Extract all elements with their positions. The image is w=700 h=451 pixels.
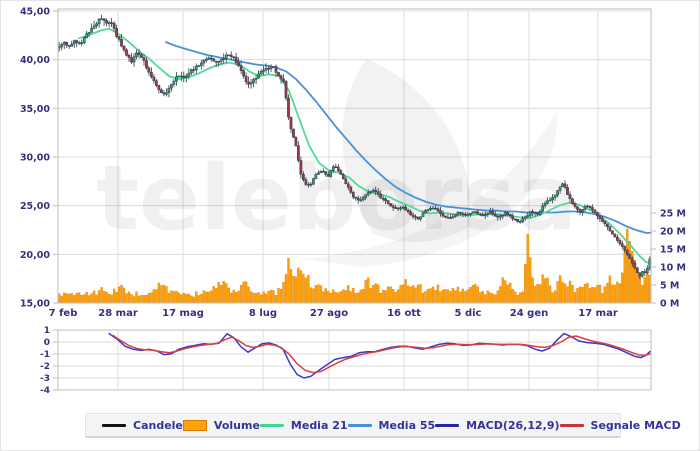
svg-text:16 ott: 16 ott bbox=[387, 308, 421, 319]
svg-text:24 gen: 24 gen bbox=[510, 308, 548, 319]
legend-item-media55: Media 55 bbox=[347, 418, 436, 432]
svg-text:10 M: 10 M bbox=[660, 263, 686, 274]
price-volume-macd-chart[interactable]: teleborsa 45,00 40,00 35,00 30,00 25,00 20,00 1… bbox=[1, 1, 700, 403]
svg-text:20 M: 20 M bbox=[660, 227, 686, 238]
svg-text:1: 1 bbox=[44, 326, 50, 336]
svg-text:teleborsa: teleborsa bbox=[96, 146, 577, 251]
candles bbox=[57, 14, 652, 279]
legend: Candele Volume Media 21 Media 55 MACD(26… bbox=[85, 413, 681, 438]
svg-text:17 mag: 17 mag bbox=[162, 308, 204, 319]
svg-text:25 M: 25 M bbox=[660, 209, 686, 220]
svg-text:-4: -4 bbox=[40, 386, 50, 396]
svg-text:-2: -2 bbox=[40, 362, 50, 372]
legend-label-media55: Media 55 bbox=[378, 418, 436, 432]
svg-text:25,00: 25,00 bbox=[20, 201, 50, 212]
svg-text:-1: -1 bbox=[40, 350, 50, 360]
legend-item-volume: Volume bbox=[182, 418, 260, 432]
media21-line-swatch-icon bbox=[259, 423, 284, 427]
svg-text:20,00: 20,00 bbox=[20, 250, 50, 261]
svg-text:8 lug: 8 lug bbox=[249, 308, 277, 319]
svg-text:40,00: 40,00 bbox=[20, 55, 50, 66]
legend-label-candele: Candele bbox=[133, 418, 183, 432]
svg-text:7 feb: 7 feb bbox=[49, 308, 78, 319]
legend-label-segnale-macd: Segnale MACD bbox=[590, 418, 681, 432]
svg-text:27 ago: 27 ago bbox=[310, 308, 348, 319]
gridlines bbox=[58, 10, 651, 390]
macd-line-swatch-icon bbox=[435, 423, 460, 427]
axes: 45,00 40,00 35,00 30,00 25,00 20,00 15,007 feb… bbox=[20, 7, 686, 320]
legend-item-candele: Candele bbox=[102, 419, 183, 432]
svg-text:-3: -3 bbox=[40, 374, 50, 384]
segnale-macd-line-swatch-icon bbox=[559, 423, 584, 427]
legend-label-macd: MACD(26,12,9) bbox=[466, 418, 560, 432]
legend-item-segnale-macd: Segnale MACD bbox=[559, 418, 681, 432]
watermark: teleborsa bbox=[96, 59, 577, 267]
volume-rect-swatch-icon bbox=[182, 419, 207, 431]
svg-text:28 mar: 28 mar bbox=[98, 308, 138, 319]
svg-text:15 M: 15 M bbox=[660, 245, 686, 256]
legend-item-macd: MACD(26,12,9) bbox=[435, 418, 560, 432]
svg-text:0: 0 bbox=[44, 338, 50, 348]
svg-text:5 dic: 5 dic bbox=[455, 308, 482, 319]
svg-text:45,00: 45,00 bbox=[20, 7, 50, 18]
svg-text:5 M: 5 M bbox=[660, 281, 679, 292]
candele-line-swatch-icon bbox=[102, 423, 126, 427]
svg-text:15,00: 15,00 bbox=[20, 299, 50, 310]
legend-label-volume: Volume bbox=[213, 418, 260, 432]
media55-line-swatch-icon bbox=[347, 423, 372, 427]
svg-text:35,00: 35,00 bbox=[20, 104, 50, 115]
svg-text:30,00: 30,00 bbox=[20, 153, 50, 164]
svg-text:17 mar: 17 mar bbox=[578, 308, 618, 319]
macd-panel: 1 0 -1 -2 -3 -4 bbox=[40, 326, 652, 396]
legend-item-media21: Media 21 bbox=[259, 418, 348, 432]
svg-text:0 M: 0 M bbox=[660, 299, 679, 310]
legend-label-media21: Media 21 bbox=[290, 418, 348, 432]
